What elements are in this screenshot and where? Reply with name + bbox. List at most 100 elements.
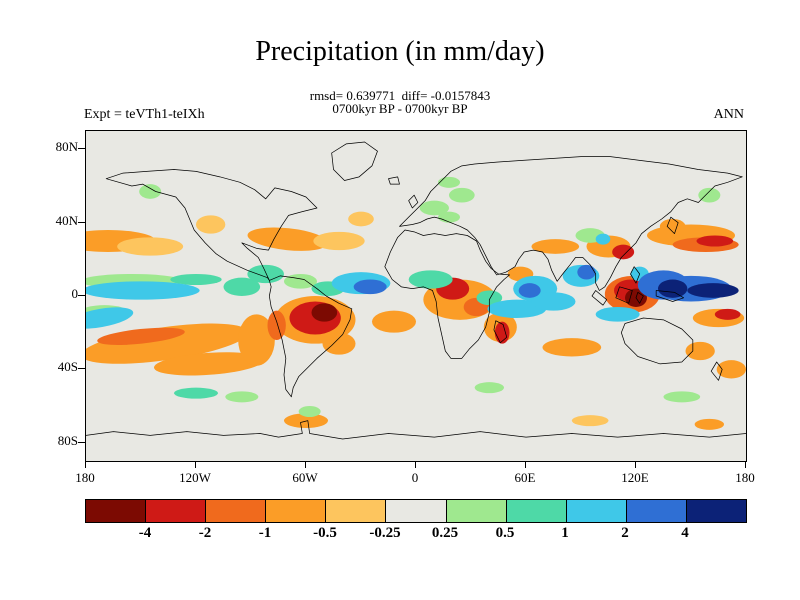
lon-label: 120W (179, 470, 211, 485)
coastline-antarctica (86, 420, 746, 440)
lon-tick (85, 462, 86, 468)
colorbar-level-label: 1 (561, 525, 569, 541)
colorbar-segment (626, 500, 687, 522)
lon-tick (525, 462, 526, 468)
coastline-africa (384, 229, 510, 359)
anomaly-region (714, 308, 741, 320)
colorbar-segment (206, 500, 267, 522)
lat-label: 40S (57, 359, 78, 375)
lon-label: 60W (292, 470, 318, 485)
anomaly-region (716, 360, 746, 379)
anomaly-region (86, 307, 134, 329)
coastline-iceland (388, 176, 400, 185)
anomaly-region (139, 184, 162, 199)
anomaly-region (577, 264, 596, 280)
colorbar-segment (86, 500, 147, 522)
coastline-philippines (630, 266, 641, 284)
coastline-japan (666, 216, 679, 235)
anomaly-region (595, 233, 611, 245)
colorbar-level-label: -2 (198, 525, 212, 541)
map-frame (85, 130, 747, 462)
anomaly-region (313, 231, 365, 251)
coastline-new-zealand (710, 361, 723, 381)
colorbar (85, 499, 747, 523)
anomaly-region (408, 270, 453, 289)
anomaly-region (86, 323, 249, 364)
anomaly-region (174, 387, 218, 399)
anomaly-region (348, 211, 374, 227)
anomaly-region (311, 303, 338, 322)
anomaly-region (476, 290, 503, 306)
lat-tick (78, 368, 85, 370)
anomaly-regions (86, 176, 746, 430)
anomaly-region (438, 211, 460, 223)
lat-label: 80N (55, 139, 78, 155)
colorbar-level-label: -1 (258, 525, 272, 541)
anomaly-region (663, 391, 701, 403)
anomaly-region (531, 292, 576, 311)
anomaly-region (97, 327, 185, 345)
coastline-south-america (268, 275, 353, 398)
lat-tick (78, 295, 85, 296)
anomaly-region (438, 176, 460, 188)
lat-label: 80S (57, 432, 78, 448)
lon-tick (745, 462, 746, 468)
coastline-madagascar (493, 320, 508, 344)
coastline-greenland (331, 141, 378, 181)
anomaly-region (170, 274, 222, 285)
lat-label: 0 (71, 286, 79, 301)
colorbar-segment (146, 500, 207, 522)
anomaly-region (494, 321, 510, 344)
colorbar-segment (566, 500, 627, 522)
anomaly-region (531, 239, 580, 254)
colorbar-level-label: 4 (681, 525, 689, 541)
lon-label: 180 (735, 470, 755, 485)
anomaly-region (267, 310, 286, 340)
anomaly-region (518, 283, 541, 298)
coastline-australia (620, 317, 694, 365)
anomaly-region (353, 279, 387, 295)
coastline-eurasia (399, 156, 743, 291)
anomaly-region (284, 413, 328, 428)
anomaly-region (595, 307, 640, 322)
anomaly-region (687, 283, 739, 298)
anomaly-region (322, 332, 356, 355)
lon-tick (635, 462, 636, 468)
anomaly-region (449, 187, 475, 203)
coastline-north-america (105, 169, 318, 281)
anomaly-region (298, 406, 321, 417)
anomaly-region (419, 200, 449, 216)
anomaly-region (238, 314, 275, 366)
anomaly-region (542, 338, 602, 357)
colorbar-level-label: -0.5 (313, 525, 337, 541)
colorbar-segment (506, 500, 567, 522)
lat-label: 40N (55, 212, 78, 228)
anomaly-region (612, 244, 635, 260)
colorbar-level-label: -0.25 (369, 525, 401, 541)
colorbar-level-label: 0.25 (431, 525, 459, 541)
comparison-period: 0700kyr BP - 0700kyr BP (332, 101, 468, 116)
anomaly-region (153, 352, 264, 376)
lon-label: 0 (411, 470, 419, 485)
anomaly-region (698, 187, 721, 203)
lon-label: 60E (514, 470, 536, 485)
anomaly-region (284, 274, 317, 289)
coastline-sumatra (591, 290, 608, 306)
anomaly-region (474, 382, 504, 394)
anomaly-region (372, 310, 416, 333)
stats-rmsd-diff: rmsd= 0.639771 diff= -0.0157843 (309, 88, 491, 103)
world-map-contours (86, 131, 746, 461)
season-label: ANN (713, 107, 744, 122)
coastlines (86, 141, 746, 440)
anomaly-region (571, 415, 609, 427)
anomaly-region (694, 418, 724, 430)
anomaly-region (247, 227, 328, 251)
anomaly-region (247, 264, 284, 284)
lon-tick (415, 462, 416, 468)
coastline-new-guinea (655, 290, 685, 302)
colorbar-segment (386, 500, 447, 522)
anomaly-region (86, 281, 200, 300)
anomaly-region (225, 391, 259, 403)
anomaly-region (487, 299, 547, 318)
anomaly-region (196, 215, 226, 234)
